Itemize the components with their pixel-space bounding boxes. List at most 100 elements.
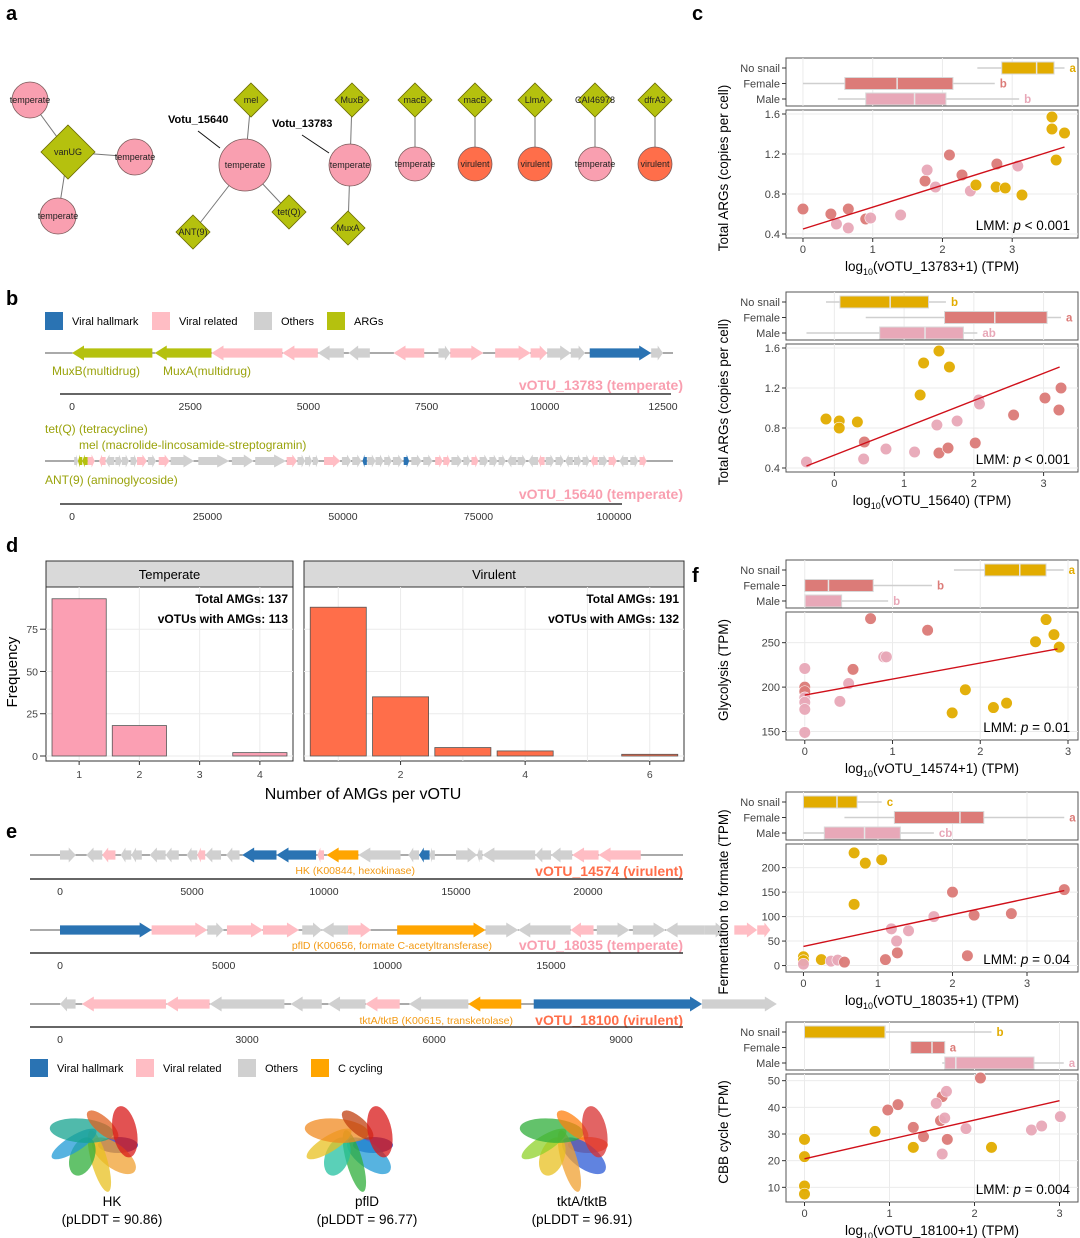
box-male: Male a [756,1056,1076,1070]
data-point-female [1005,907,1018,920]
callout-line [197,130,221,149]
facet-annotation: Total AMGs: 137 [195,592,288,606]
tick-label: 10000 [309,886,338,898]
node-label: virulent [640,159,670,169]
significance-letter: c [887,797,894,809]
group-label: Male [756,94,780,106]
data-point-no_snail [1053,641,1066,654]
data-point-no_snail [999,181,1012,195]
gene-arrow [397,922,486,938]
data-point-male [890,934,903,948]
x-axis-label: Number of AMGs per vOTU [265,786,462,803]
tick-label: 12500 [648,401,677,413]
node-arg [457,82,493,118]
data-point-male [880,650,893,663]
x-tick-label: 2 [971,1208,977,1220]
box-female: Female b [743,579,944,593]
gene-arrow [205,847,222,863]
arg-annotation: MuxB(multidrug) [52,364,140,378]
x-tick-label: 0 [800,244,806,256]
x-tick-label: 3 [1009,244,1015,256]
data-point-female [838,956,851,969]
data-point-no_snail [946,706,959,719]
x-tick-label: 3 [1024,978,1030,990]
facet-temperate: Temperate 1 2 3 4 Total AMGs: 137 vOTUs with A… [45,560,294,781]
gene-arrow [226,847,240,863]
panel-label-d: d [6,535,18,557]
y-tick-label: 100 [762,912,780,924]
data-point-male [930,1097,943,1110]
track-name: vOTU_13783 (temperate) [519,377,683,393]
structure-blob [367,1106,393,1158]
panel-label-f: f [692,565,699,587]
x-tick-label: 2 [939,244,945,256]
gene-arrow [392,454,403,468]
node-temperate [11,81,49,119]
tick-label: 6000 [422,1034,446,1046]
node-arg [637,82,673,118]
x-axis-label: log10(vOTU_15640) (TPM) [853,493,1012,511]
fit-line [806,366,1060,467]
box [804,594,843,608]
fit-line [804,1099,1060,1160]
x-tick-label: 3 [197,769,203,781]
gene-arrow [590,454,598,468]
bar [111,725,167,757]
bar [496,750,554,757]
stat-label: LMM: p = 0.004 [976,1182,1071,1197]
data-point-female [1054,381,1068,395]
gene-arrow [630,454,639,468]
x-tick-label: 0 [801,1208,807,1220]
gene-arrow [317,847,324,863]
gene-arrow [598,454,608,468]
gene-arrow [547,345,571,361]
data-point-female [943,148,956,162]
data-point-no_snail [959,683,972,696]
gene-arrow [518,922,571,938]
gene-arrow [565,454,573,468]
box [893,811,985,824]
gene-arrow [197,847,206,863]
gene-arrow [362,454,367,468]
legend-swatch-viral_related [136,1059,154,1077]
legend-swatch-viral_related [152,312,170,330]
fit-line [802,146,1065,230]
gene-arrow [632,922,666,938]
facet-strip [303,560,685,588]
x-tick-label: 0 [800,978,806,990]
box [804,1025,886,1039]
genome-track: HK (K00844, hexokinase) vOTU_14574 (virul… [30,847,683,898]
y-tick-label: 1.2 [765,383,780,395]
y-tick-label: 250 [762,638,780,650]
y-axis-label: Frequency [4,636,21,707]
y-tick-label: 200 [762,682,780,694]
group-label: Female [743,813,780,825]
data-point-no_snail [917,356,930,370]
legend-label: Viral hallmark [57,1063,124,1075]
significance-letter: b [1000,79,1007,91]
node-label: temperate [10,95,51,105]
gene-arrow [82,454,88,468]
data-point-male [1035,1119,1048,1133]
fit-line [804,648,1058,696]
gene-arrow [570,922,594,938]
scatter-c1: No snail a Female b Male b 0.4 0.8 1.2 1.6 0 1 2 3 LMM… [716,57,1079,277]
group-label: No snail [740,797,780,809]
protein-structure: HK (pLDDT = 90.86) [49,1106,162,1227]
node-temperate [218,138,272,192]
gene-arrow [429,847,435,863]
box [802,795,858,809]
x-axis-label: log10(vOTU_13783+1) (TPM) [845,259,1019,277]
gene-arrow [186,847,198,863]
group-label: No snail [740,63,780,75]
gene-arrow [463,454,471,468]
gene-arrow [409,996,469,1012]
structure-plddt: (pLDDT = 96.77) [317,1212,418,1227]
gene-arrow [596,922,630,938]
node-arg [334,82,370,118]
callout-line [301,134,330,154]
gene-arrow [165,847,179,863]
y-tick-label: 75 [26,624,38,636]
x-tick-label: 6 [647,769,653,781]
gene-arrow [262,922,299,938]
